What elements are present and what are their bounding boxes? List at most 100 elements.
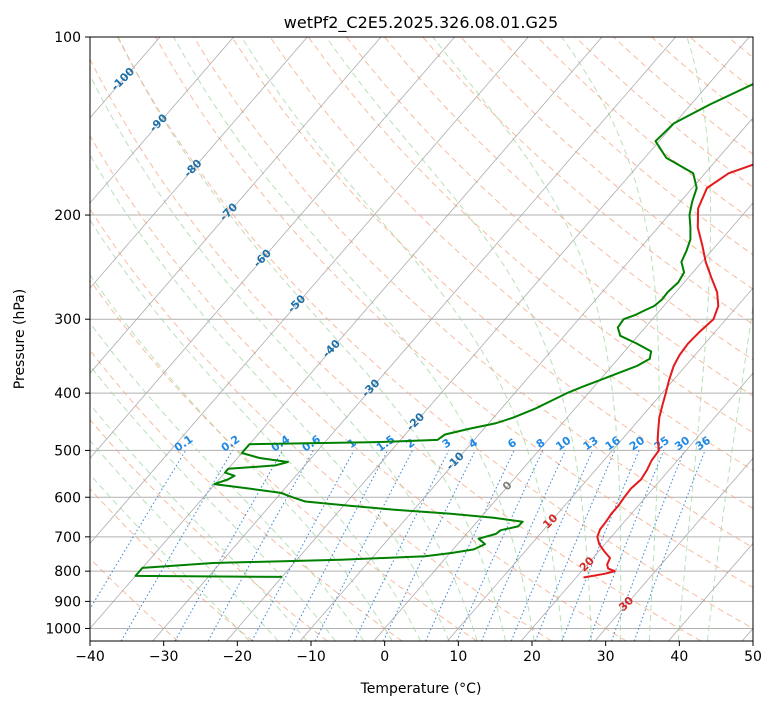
moist-adiabat-line: [90, 439, 279, 641]
dry-adiabat-line: [90, 134, 627, 641]
x-tick-label: −20: [223, 649, 253, 665]
mixing-ratio-line: [534, 450, 616, 641]
moist-adiabat-line: [90, 219, 422, 641]
moist-adiabat-line: [90, 364, 336, 641]
dry-adiabat-line: [384, 37, 753, 361]
pressure-gridlines: [90, 37, 753, 629]
dry-adiabat-line: [346, 37, 753, 397]
y-tick-label: 900: [54, 594, 81, 610]
x-tick-label: 10: [449, 649, 467, 665]
mixing-ratio-line: [120, 450, 233, 641]
mixing-ratio-label: 4: [466, 436, 480, 451]
chart-title: wetPf2_C2E5.2025.326.08.01.G25: [284, 13, 558, 33]
dry-adiabat-line: [613, 37, 753, 155]
mixing-ratio-line: [90, 450, 187, 610]
moist-adiabat-line: [90, 153, 450, 641]
dry-adiabats: [90, 37, 775, 641]
isotherm-line: [594, 457, 753, 641]
moist-adiabat-line: [90, 403, 308, 641]
dry-adiabat-line: [766, 37, 775, 641]
x-tick-label: 30: [597, 649, 615, 665]
y-tick-label: 200: [54, 208, 81, 224]
x-tick-label: 20: [523, 649, 541, 665]
moist-adiabat-line: [432, 37, 622, 641]
isotherm-line: [152, 37, 676, 641]
sounding-profiles: [134, 83, 753, 579]
mixing-ratio-line: [287, 450, 389, 641]
moist-adiabat-line: [173, 37, 535, 641]
dry-adiabat-line: [90, 208, 552, 641]
moist-adiabat-line: [90, 74, 478, 641]
isotherm-label: -100: [109, 65, 138, 94]
dry-adiabat-line: [269, 37, 753, 471]
mixing-ratio-label: 6: [505, 436, 519, 451]
isotherm-line: [90, 37, 308, 289]
dry-adiabat-line: [536, 37, 753, 222]
dry-adiabat-line: [422, 37, 753, 325]
x-tick-label: −10: [296, 649, 326, 665]
isotherm-line: [90, 37, 603, 630]
dry-adiabat-line: [90, 349, 403, 641]
y-tick-label: 800: [54, 564, 81, 580]
isotherm-line: [226, 37, 750, 641]
mixing-ratio-line: [207, 450, 314, 641]
x-tick-label: −40: [75, 649, 105, 665]
x-axis-label: Temperature (°C): [360, 681, 482, 697]
x-tick-label: −30: [149, 649, 179, 665]
mixing-ratio-label: 0.1: [172, 433, 195, 455]
mixing-ratio-label: 1.5: [374, 433, 397, 455]
isotherm-line: [90, 37, 234, 204]
dewpoint-profile-line: [134, 83, 753, 578]
mixing-ratio-line: [561, 450, 640, 641]
isotherm-line: [447, 287, 753, 641]
dry-adiabat-line: [90, 279, 478, 641]
x-tick-label: 0: [380, 649, 389, 665]
dry-adiabat-line: [117, 37, 753, 630]
mixing-ratio-line: [611, 450, 685, 641]
isotherm-line: [520, 372, 753, 641]
dry-adiabat-line: [460, 37, 753, 290]
x-axis-ticks: −40 −30 −20 −10 0 10 20 30 40 50: [75, 641, 762, 665]
isotherm-line: [373, 202, 753, 641]
dry-adiabat-line: [90, 488, 254, 641]
dry-adiabat-line: [193, 37, 753, 549]
dry-adiabat-line: [155, 37, 753, 589]
mixing-ratio-line: [251, 450, 355, 641]
moist-adiabat-line: [90, 322, 365, 641]
mixing-ratio-lines: [90, 450, 706, 641]
mixing-ratio-line: [354, 450, 450, 641]
moist-adiabat-line: [90, 473, 250, 641]
isotherm-line: [90, 37, 382, 374]
y-tick-label: 500: [54, 443, 81, 459]
dry-adiabat-line: [90, 418, 328, 641]
y-tick-label: 300: [54, 312, 81, 328]
mixing-ratio-line: [425, 450, 515, 641]
moist-adiabat-line: [677, 37, 712, 641]
moist-adiabats: [90, 37, 753, 641]
mixing-ratio-line: [314, 450, 413, 641]
mixing-ratio-line: [510, 450, 594, 641]
isotherm-line: [90, 37, 529, 544]
y-axis-ticks: 100 200 300 400 500 600 700 800 900 1000: [45, 30, 90, 637]
isotherm-line: [90, 37, 455, 459]
moist-adiabat-line: [325, 37, 592, 641]
dry-adiabat-line: [231, 37, 753, 510]
mixing-ratio-line: [588, 450, 665, 641]
isotherm-line: [299, 117, 753, 641]
mixing-ratio-line: [480, 450, 566, 641]
mixing-ratio-line: [633, 450, 706, 641]
mixing-ratio-label: 8: [534, 436, 548, 451]
moist-adiabat-line: [241, 37, 564, 641]
isotherm-line: [0, 37, 13, 641]
y-tick-label: 700: [54, 530, 81, 546]
moist-adiabat-line: [706, 302, 753, 641]
dry-adiabat-line: [90, 58, 702, 641]
moist-adiabat-line: [117, 37, 507, 641]
x-tick-label: 50: [744, 649, 762, 665]
mixing-ratio-label: 3: [440, 436, 454, 451]
y-tick-label: 400: [54, 386, 81, 402]
dry-adiabat-line: [689, 37, 753, 91]
mixing-ratio-line: [456, 450, 544, 641]
y-tick-label: 1000: [45, 621, 81, 637]
